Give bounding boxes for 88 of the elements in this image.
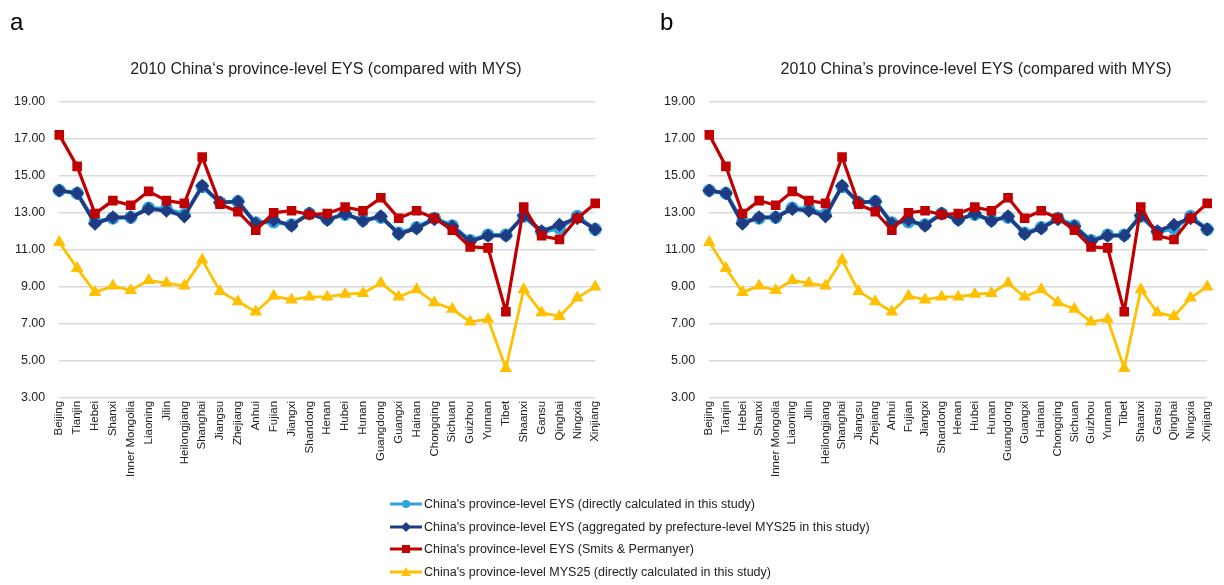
y-tick-label: 17.00	[14, 131, 46, 146]
y-tick-label: 9.00	[20, 279, 46, 294]
x-tick-label: Jilin	[802, 400, 815, 421]
x-tick-label: Qinghai	[1167, 400, 1180, 441]
x-tick-label: Shanghai	[195, 400, 208, 450]
x-tick-label: Hunan	[984, 400, 997, 435]
legend-label: China's province-level EYS (Smits & Permanyer)	[424, 542, 694, 557]
x-tick-label: Qinghai	[552, 400, 565, 441]
x-tick-label: Guangdong	[1001, 400, 1014, 462]
y-tick-label: 15.00	[664, 168, 696, 183]
x-tick-label: Ningxia	[570, 400, 583, 440]
y-tick-label: 11.00	[14, 242, 46, 257]
y-tick-label: 15.00	[14, 168, 46, 183]
chart-title: 2010 China‘s province-level EYS (compared with MYS)	[129, 60, 523, 78]
x-tick-label: Yunnan	[1100, 400, 1113, 440]
x-tick-label: Ningxia	[1183, 400, 1196, 440]
text: b	[660, 8, 674, 36]
x-tick-label: Hebei	[88, 400, 101, 431]
legend-label: China's province-level EYS (aggregated by prefecture-level MYS25 in this study)	[424, 519, 870, 534]
y-tick-label: 17.00	[664, 131, 696, 146]
x-tick-label: Jiangsu	[213, 400, 226, 441]
text: a	[10, 8, 24, 36]
chart-title: 2010 China’s province-level EYS (compared with MYS)	[779, 60, 1173, 78]
x-tick-label: Liaoning	[785, 400, 798, 445]
y-tick-label: 3.00	[670, 390, 696, 405]
x-tick-label: Fujian	[266, 400, 279, 433]
x-tick-label: Shaanxi	[1133, 400, 1146, 443]
y-tick-label: 3.00	[20, 390, 46, 405]
legend-label: China's province-level EYS (directly calculated in this study)	[424, 497, 755, 512]
x-tick-label: Shandong	[934, 400, 947, 454]
x-tick-label: Shanghai	[835, 400, 848, 450]
x-tick-label: Jiangsu	[851, 400, 864, 441]
x-tick-label: Shandong	[302, 400, 315, 454]
x-tick-label: Guizhou	[1084, 400, 1097, 444]
x-tick-label: Gansu	[1150, 400, 1163, 435]
y-tick-label: 7.00	[20, 316, 46, 331]
y-tick-label: 5.00	[670, 353, 696, 368]
x-tick-label: Gansu	[534, 400, 547, 435]
x-tick-label: Chongqing	[1051, 400, 1063, 457]
y-tick-label: 11.00	[664, 242, 696, 257]
x-tick-label: Inner Mongolia	[768, 400, 781, 477]
legend-label: China's province-level MYS25 (directly calculated in this study)	[424, 564, 771, 579]
x-tick-label: Sichuan	[1067, 400, 1080, 443]
x-tick-label: Shanxi	[106, 400, 119, 437]
x-tick-label: Shaanxi	[516, 400, 529, 443]
x-tick-label: Jiangxi	[918, 400, 931, 437]
x-tick-label: Zhejiang	[231, 400, 244, 446]
x-tick-label: Hainan	[409, 400, 422, 438]
x-tick-label: Guangxi	[391, 400, 404, 444]
x-tick-label: Guangdong	[374, 400, 386, 462]
x-tick-label: Heilongjiang	[177, 400, 190, 465]
y-tick-label: 19.00	[664, 93, 696, 108]
x-tick-label: Yunnan	[481, 400, 494, 440]
x-tick-label: Tianjin	[719, 400, 732, 435]
y-tick-label: 13.00	[664, 205, 696, 220]
y-tick-label: 13.00	[14, 205, 46, 220]
x-tick-label: Liaoning	[141, 400, 154, 445]
x-tick-label: Inner Mongolia	[123, 400, 136, 477]
x-tick-label: Jiangxi	[284, 400, 297, 437]
x-tick-label: Guizhou	[463, 400, 476, 444]
x-tick-label: Hubei	[968, 400, 981, 431]
x-tick-label: Hebei	[735, 400, 748, 431]
x-tick-label: Beijing	[52, 400, 65, 436]
x-tick-label: Heilongjiang	[818, 400, 831, 465]
x-tick-label: Xinjiang	[588, 400, 601, 442]
x-tick-label: Chongqing	[427, 400, 440, 457]
x-tick-label: Fujian	[901, 400, 914, 433]
y-tick-label: 19.00	[14, 93, 46, 108]
x-tick-label: Shanxi	[752, 400, 765, 437]
y-tick-label: 5.00	[20, 353, 46, 368]
y-tick-label: 7.00	[670, 316, 696, 331]
x-tick-label: Tibet	[499, 400, 512, 427]
x-tick-label: Anhui	[248, 400, 261, 431]
x-tick-label: Anhui	[885, 400, 898, 431]
x-tick-label: Jilin	[159, 400, 172, 421]
x-tick-label: Beijing	[702, 400, 715, 436]
x-tick-label: Zhejiang	[868, 400, 881, 446]
x-tick-label: Henan	[320, 400, 333, 435]
x-tick-label: Tibet	[1117, 400, 1130, 427]
x-tick-label: Hainan	[1034, 400, 1047, 438]
x-tick-label: Hunan	[356, 400, 369, 435]
x-tick-label: Sichuan	[445, 400, 458, 443]
x-tick-label: Tianjin	[70, 400, 83, 435]
y-tick-label: 9.00	[670, 279, 696, 294]
x-tick-label: Hubei	[338, 400, 351, 431]
x-tick-label: Henan	[951, 400, 964, 435]
x-tick-label: Guangxi	[1017, 400, 1030, 444]
x-tick-label: Xinjiang	[1200, 400, 1213, 442]
